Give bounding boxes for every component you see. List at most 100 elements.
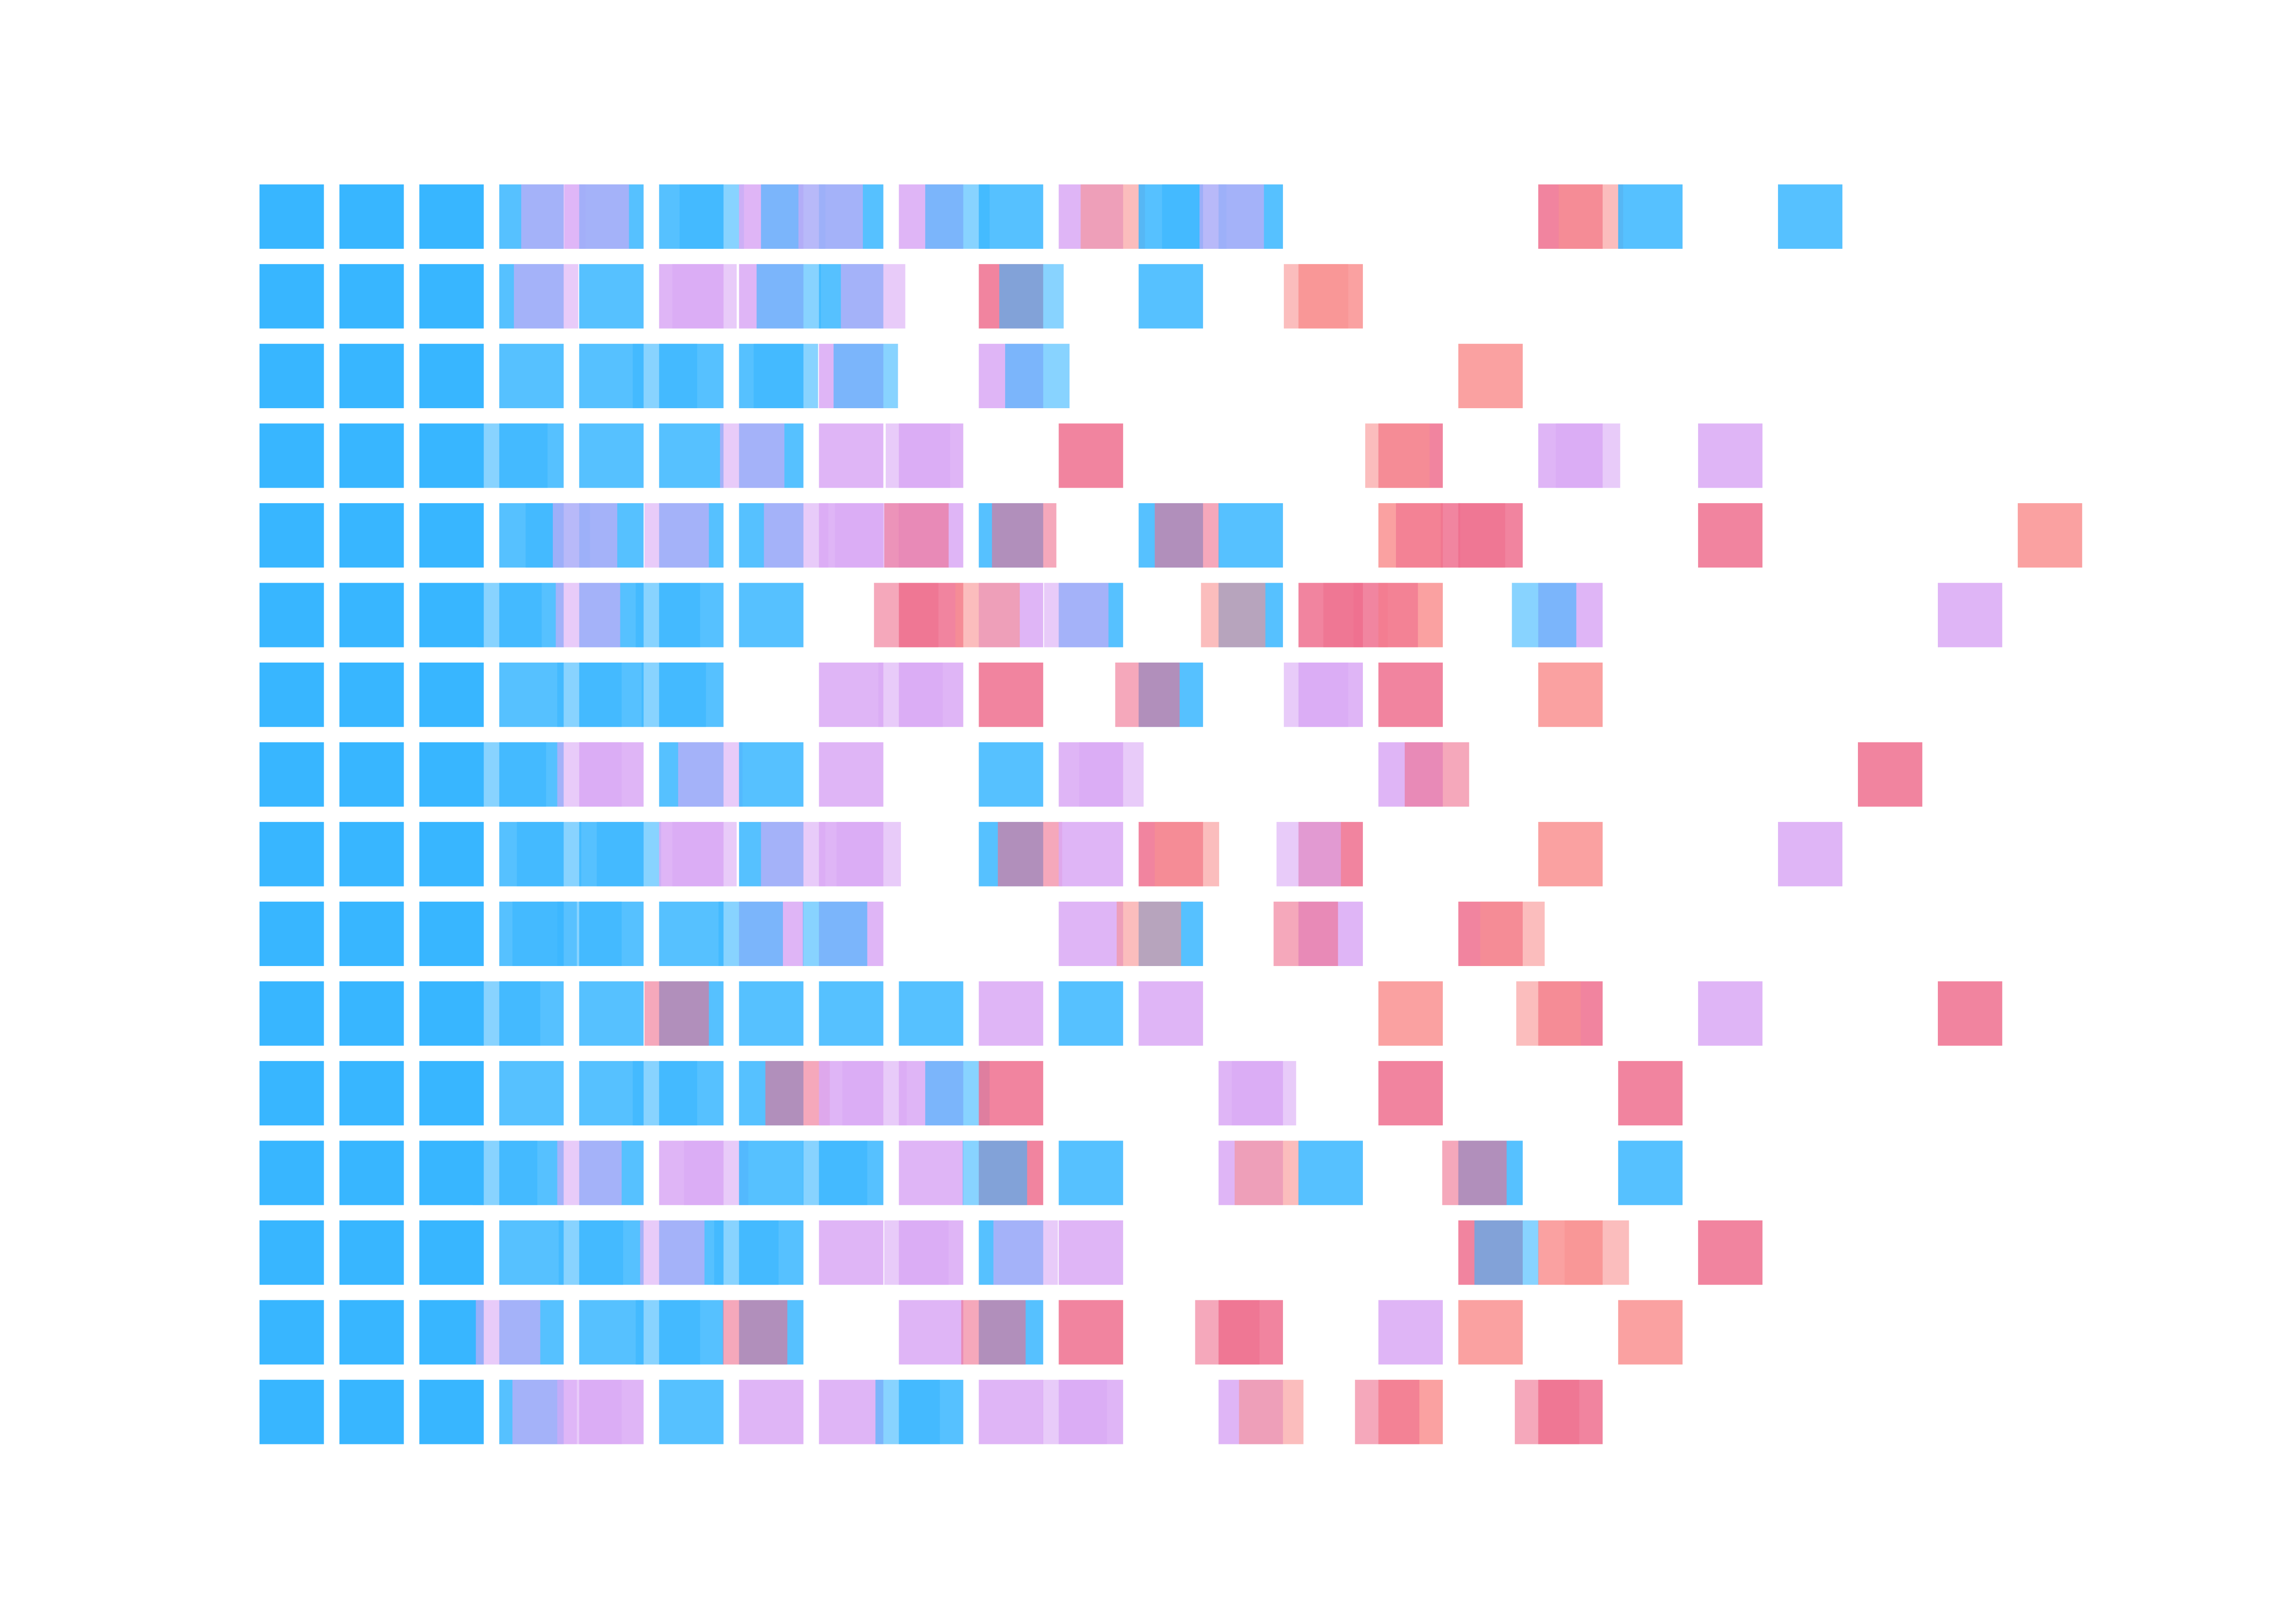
tile <box>557 742 622 807</box>
tile <box>259 822 324 887</box>
tile <box>579 1300 644 1365</box>
tile <box>2018 503 2082 568</box>
tile <box>259 264 324 329</box>
tile <box>819 663 884 727</box>
tile <box>961 1300 1026 1365</box>
tile <box>1273 901 1338 966</box>
tile <box>842 1061 907 1126</box>
tile <box>483 423 548 488</box>
tile <box>419 742 484 807</box>
tile <box>579 981 644 1046</box>
tile <box>499 663 564 727</box>
tile <box>836 822 901 887</box>
tile <box>339 343 404 409</box>
tile <box>1378 1061 1443 1126</box>
tile <box>339 742 404 807</box>
tile <box>557 1380 622 1444</box>
tile <box>476 1300 540 1365</box>
tile <box>339 503 404 568</box>
tile <box>1378 663 1443 727</box>
tile <box>552 503 618 568</box>
tile <box>1058 901 1123 966</box>
tile <box>339 583 404 647</box>
tile <box>979 742 1043 807</box>
tile <box>1058 822 1123 887</box>
tile <box>339 901 404 966</box>
tile <box>1042 1380 1107 1444</box>
tile <box>679 184 744 249</box>
tile <box>259 1380 324 1444</box>
tile <box>979 184 1043 249</box>
tile <box>557 1141 622 1205</box>
tile <box>899 1141 963 1205</box>
tile <box>419 1380 484 1444</box>
tile <box>259 583 324 647</box>
tile <box>644 981 709 1046</box>
tile <box>992 503 1057 568</box>
tile <box>1138 981 1203 1046</box>
tile <box>597 822 661 887</box>
tile <box>1618 184 1683 249</box>
tile <box>979 981 1043 1046</box>
tile <box>557 663 622 727</box>
tile <box>1199 184 1264 249</box>
tile <box>798 184 863 249</box>
tile <box>1079 742 1144 807</box>
tile <box>739 583 804 647</box>
tile <box>259 742 324 807</box>
tile <box>1298 1141 1363 1205</box>
tile <box>756 264 821 329</box>
tile <box>1618 1061 1683 1126</box>
tile <box>659 1380 724 1444</box>
tile <box>962 1141 1027 1205</box>
tile <box>1698 423 1763 488</box>
tile <box>557 901 622 966</box>
tile <box>419 503 484 568</box>
tile <box>339 981 404 1046</box>
tile <box>339 1220 404 1285</box>
tile <box>803 1141 867 1205</box>
tile <box>659 423 724 488</box>
tile <box>476 981 540 1046</box>
tile <box>339 822 404 887</box>
tile <box>1618 1141 1683 1205</box>
tile <box>979 1380 1043 1444</box>
tile <box>684 1141 748 1205</box>
tile <box>1005 343 1070 409</box>
tile <box>678 742 743 807</box>
tile <box>1283 264 1349 329</box>
tile <box>819 1220 884 1285</box>
tile <box>739 1141 804 1205</box>
tile <box>878 663 943 727</box>
tile <box>1353 583 1418 647</box>
tile <box>259 343 324 409</box>
tile <box>803 901 867 966</box>
tile <box>1778 822 1843 887</box>
tile <box>1938 981 2003 1046</box>
tile <box>259 981 324 1046</box>
tile <box>885 423 951 488</box>
tile <box>499 1061 564 1126</box>
tile <box>884 1220 949 1285</box>
tile <box>579 264 644 329</box>
tile <box>899 981 963 1046</box>
tile <box>1154 503 1219 568</box>
tile <box>636 583 700 647</box>
tile <box>999 264 1064 329</box>
tile <box>419 184 484 249</box>
tile <box>419 423 484 488</box>
tile <box>419 264 484 329</box>
tile <box>764 503 828 568</box>
tile <box>899 1300 963 1365</box>
tile <box>754 343 818 409</box>
tile <box>419 981 484 1046</box>
tile <box>1355 1380 1419 1444</box>
tile <box>419 1220 484 1285</box>
tile <box>419 1300 484 1365</box>
tile <box>419 1061 484 1126</box>
tile <box>819 1380 884 1444</box>
tile <box>1283 663 1349 727</box>
tile <box>1154 822 1219 887</box>
tile <box>1058 1220 1123 1285</box>
tile <box>672 264 737 329</box>
